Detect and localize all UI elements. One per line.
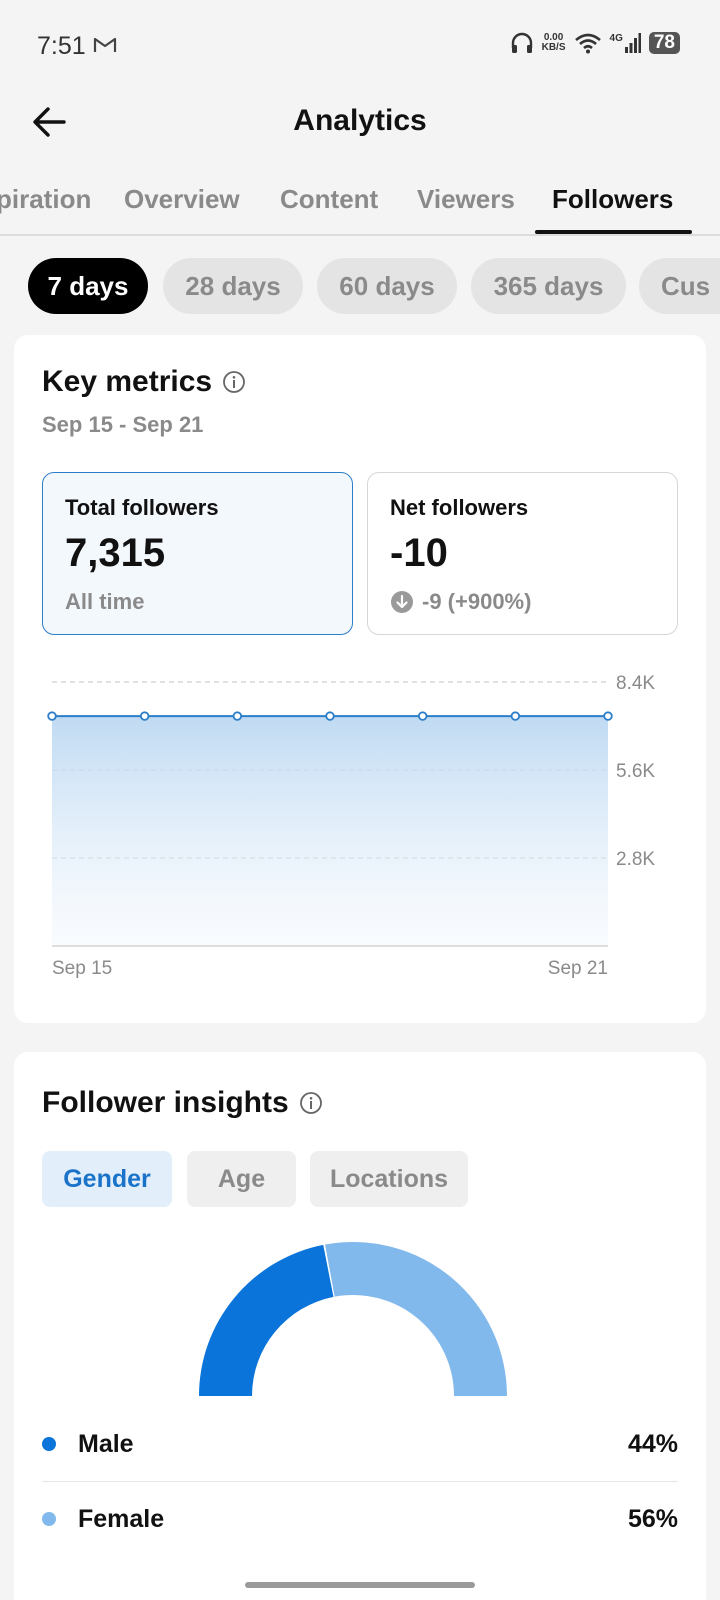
total-followers-sub: All time [65, 589, 144, 615]
follower-insights-heading: Follower insights [42, 1086, 323, 1120]
legend-value-male: 44% [627, 1429, 678, 1458]
legend-row-male: Male 44% [42, 1407, 678, 1481]
info-icon[interactable] [222, 370, 246, 394]
data-point[interactable] [47, 711, 57, 721]
range-chip-7-days[interactable]: 7 days [28, 258, 148, 314]
tab-content[interactable]: Content [280, 184, 379, 214]
y-tick-label: 5.6K [616, 761, 655, 782]
status-icons: 0.00 KB/S 4G 78 [510, 32, 680, 54]
net-followers-change: -9 (+900%) [422, 589, 532, 614]
info-icon[interactable] [299, 1091, 323, 1115]
legend-name-female: Female [78, 1504, 165, 1533]
tab-followers[interactable]: Followers [552, 184, 674, 214]
data-point[interactable] [603, 711, 613, 721]
gmail-icon [93, 37, 117, 52]
data-point[interactable] [325, 711, 335, 721]
network-speed: 0.00 KB/S [542, 33, 566, 53]
followers-chart-svg: 8.4K 5.6K 2.8K Sep 15 Sep 21 [47, 673, 655, 979]
legend-divider [42, 1481, 678, 1482]
legend-row-female: Female 56% [42, 1482, 678, 1556]
x-tick-label: Sep 15 [52, 958, 112, 979]
battery-level: 78 [648, 32, 680, 54]
area-fill [52, 716, 608, 946]
net-speed-unit: KB/S [541, 42, 566, 53]
status-time: 7:51 [37, 32, 86, 60]
insights-tab-locations[interactable]: Locations [310, 1151, 468, 1207]
total-followers-period: All time [65, 589, 145, 614]
wifi-icon [574, 33, 601, 54]
date-range-chips: 7 days 28 days 60 days 365 days Cus [0, 258, 720, 314]
legend-value-female: 56% [627, 1504, 678, 1533]
y-tick-label: 2.8K [616, 849, 655, 870]
total-followers-value: 7,315 [65, 531, 166, 575]
total-followers-label: Total followers [65, 495, 219, 520]
net-followers-card[interactable]: Net followers -10 -9 (+900%) [367, 472, 678, 635]
legend-dot-male [42, 1437, 56, 1451]
down-arrow-circle-icon [391, 591, 413, 613]
range-chip-60-days[interactable]: 60 days [317, 258, 457, 314]
range-chip-28-days[interactable]: 28 days [163, 258, 303, 314]
back-arrow-icon[interactable] [28, 100, 72, 144]
data-point[interactable] [232, 711, 243, 721]
followers-chart: 8.4K 5.6K 2.8K Sep 15 Sep 21 [14, 655, 706, 985]
follower-insights-title: Follower insights [42, 1086, 289, 1119]
x-tick-label: Sep 21 [548, 958, 608, 979]
net-speed-value: 0.00 [543, 32, 564, 43]
data-point[interactable] [139, 711, 150, 721]
legend-dot-female [42, 1512, 56, 1526]
legend-name-male: Male [78, 1429, 134, 1458]
app-header: Analytics [0, 92, 720, 156]
net-followers-change-row: -9 (+900%) [390, 589, 531, 615]
net-followers-value: -10 [390, 531, 448, 575]
analytics-tabs: piration Overview Content Viewers Follow… [0, 172, 720, 236]
gender-donut-svg [199, 1242, 507, 1396]
follower-insights-card: Follower insights Gender Age Locations M… [14, 1052, 706, 1600]
gender-slice-male[interactable] [199, 1244, 334, 1396]
signal-icon [624, 33, 641, 53]
gender-slice-female[interactable] [325, 1242, 507, 1396]
active-tab-indicator [535, 230, 692, 234]
headphones-icon [511, 32, 532, 53]
total-followers-card[interactable]: Total followers 7,315 All time [42, 472, 353, 635]
key-metrics-title: Key metrics [42, 365, 213, 398]
insights-tab-gender[interactable]: Gender [42, 1151, 172, 1207]
y-tick-label: 8.4K [616, 673, 655, 694]
key-metrics-heading: Key metrics [42, 365, 246, 399]
cell-signal: 4G [610, 33, 641, 53]
home-indicator[interactable] [245, 1582, 475, 1588]
tab-viewers[interactable]: Viewers [417, 184, 515, 214]
tab-inspiration[interactable]: piration [0, 184, 92, 214]
status-bar: 7:51 0.00 KB/S 4G 78 [0, 0, 720, 92]
range-chip-365-days[interactable]: 365 days [471, 258, 626, 314]
page-title: Analytics [293, 104, 427, 137]
date-range-label: Sep 15 - Sep 21 [42, 412, 204, 437]
range-chip-custom[interactable]: Cus [639, 258, 720, 314]
insights-tab-age[interactable]: Age [187, 1151, 296, 1207]
net-followers-label: Net followers [390, 495, 529, 520]
network-type: 4G [609, 33, 623, 44]
data-point[interactable] [417, 711, 428, 721]
data-point[interactable] [510, 711, 521, 721]
tab-overview[interactable]: Overview [124, 184, 240, 214]
gender-chart [14, 1238, 706, 1413]
key-metrics-card: Key metrics Sep 15 - Sep 21 Total follow… [14, 335, 706, 1023]
